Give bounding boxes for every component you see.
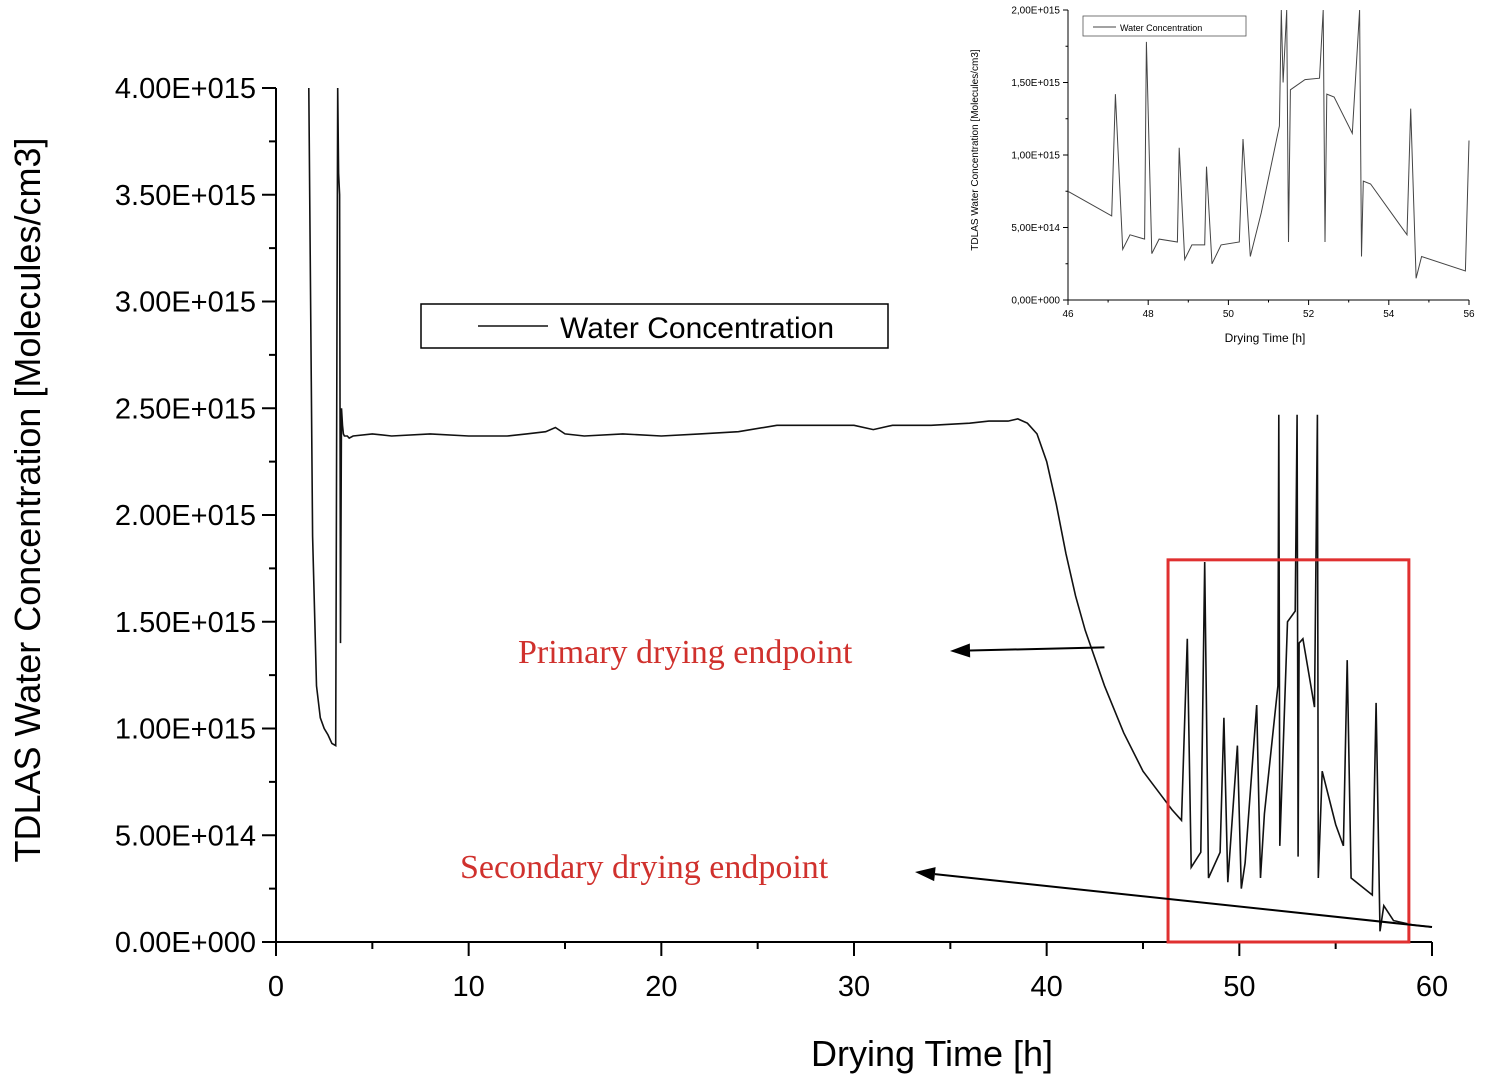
inset-x-tick-label: 50	[1223, 309, 1235, 320]
main-y-tick-label: 4.00E+015	[115, 73, 256, 105]
inset-y-tick-label: 2,00E+015	[1011, 6, 1060, 17]
inset-legend-label: Water Concentration	[1120, 23, 1202, 33]
annotation-secondary-drying-endpoint: Secondary drying endpoint	[460, 849, 829, 886]
main-legend-label: Water Concentration	[560, 312, 834, 345]
inset-x-tick-label: 54	[1383, 309, 1395, 320]
main-y-tick-label: 3.00E+015	[115, 287, 256, 319]
main-x-ticks: 0 10 20 30 40 50 60	[268, 942, 1448, 1003]
main-y-tick-label: 1.50E+015	[115, 607, 256, 639]
main-series-line	[308, 87, 1433, 932]
annotation-primary-arrowhead	[950, 643, 971, 658]
inset-y-ticks: 0,00E+000 5,00E+014 1,00E+015 1,50E+015 2,00…	[1011, 6, 1068, 307]
annotation-secondary-arrow	[934, 873, 1433, 929]
inset-x-tick-label: 46	[1062, 309, 1074, 320]
main-legend: Water Concentration	[420, 303, 889, 349]
main-y-tick-label: 2.00E+015	[115, 500, 256, 532]
main-x-axis-label: Drying Time [h]	[811, 1033, 1053, 1074]
annotation-primary-arrow	[969, 646, 1105, 652]
inset-plot: 46 48 50 52 54 56 0,00E+000 5,00E+014 1,00E+015…	[970, 6, 1475, 346]
inset-y-tick-label: 1,00E+015	[1011, 151, 1060, 162]
inset-x-tick-label: 52	[1303, 309, 1315, 320]
inset-x-tick-label: 56	[1463, 309, 1475, 320]
inset-series-line	[1067, 9, 1470, 279]
inset-legend-box	[1082, 15, 1247, 37]
inset-x-axis-label: Drying Time [h]	[1225, 331, 1306, 345]
main-x-tick-label: 0	[268, 971, 284, 1003]
main-x-tick-label: 30	[838, 971, 870, 1003]
main-plot: 0 10 20 30 40 50 60 0.00E+000 5.00E+014 1.00E+01…	[7, 73, 1448, 1074]
main-y-tick-label: 3.50E+015	[115, 180, 256, 212]
main-x-tick-label: 10	[453, 971, 485, 1003]
inset-y-axis-label: TDLAS Water Concentration [Molecules/cm3…	[970, 49, 981, 251]
main-y-tick-label: 5.00E+014	[115, 820, 256, 852]
main-y-tick-label: 0.00E+000	[115, 927, 256, 959]
annotation-primary-drying-endpoint: Primary drying endpoint	[518, 634, 853, 671]
inset-y-tick-label: 5,00E+014	[1011, 223, 1060, 234]
inset-x-tick-label: 48	[1143, 309, 1155, 320]
main-y-tick-label: 1.00E+015	[115, 714, 256, 746]
main-y-tick-label: 2.50E+015	[115, 393, 256, 425]
main-x-tick-label: 60	[1416, 971, 1448, 1003]
main-y-ticks: 0.00E+000 5.00E+014 1.00E+015 1.50E+015 2.00…	[115, 73, 276, 959]
inset-legend: Water Concentration	[1082, 15, 1247, 37]
inset-background	[1068, 8, 1470, 300]
annotation-secondary-arrowhead	[915, 867, 936, 882]
inset-x-ticks: 46 48 50 52 54 56	[1062, 300, 1475, 320]
inset-y-tick-label: 0,00E+000	[1011, 296, 1060, 307]
main-y-axis-label: TDLAS Water Concentration [Molecules/cm3…	[7, 138, 48, 863]
main-x-tick-label: 20	[645, 971, 677, 1003]
annotations: Primary drying endpoint Secondary drying…	[460, 634, 1433, 929]
inset-y-tick-label: 1,50E+015	[1011, 78, 1060, 89]
highlight-box	[1166, 558, 1411, 944]
main-x-tick-label: 50	[1223, 971, 1255, 1003]
main-x-tick-label: 40	[1031, 971, 1063, 1003]
